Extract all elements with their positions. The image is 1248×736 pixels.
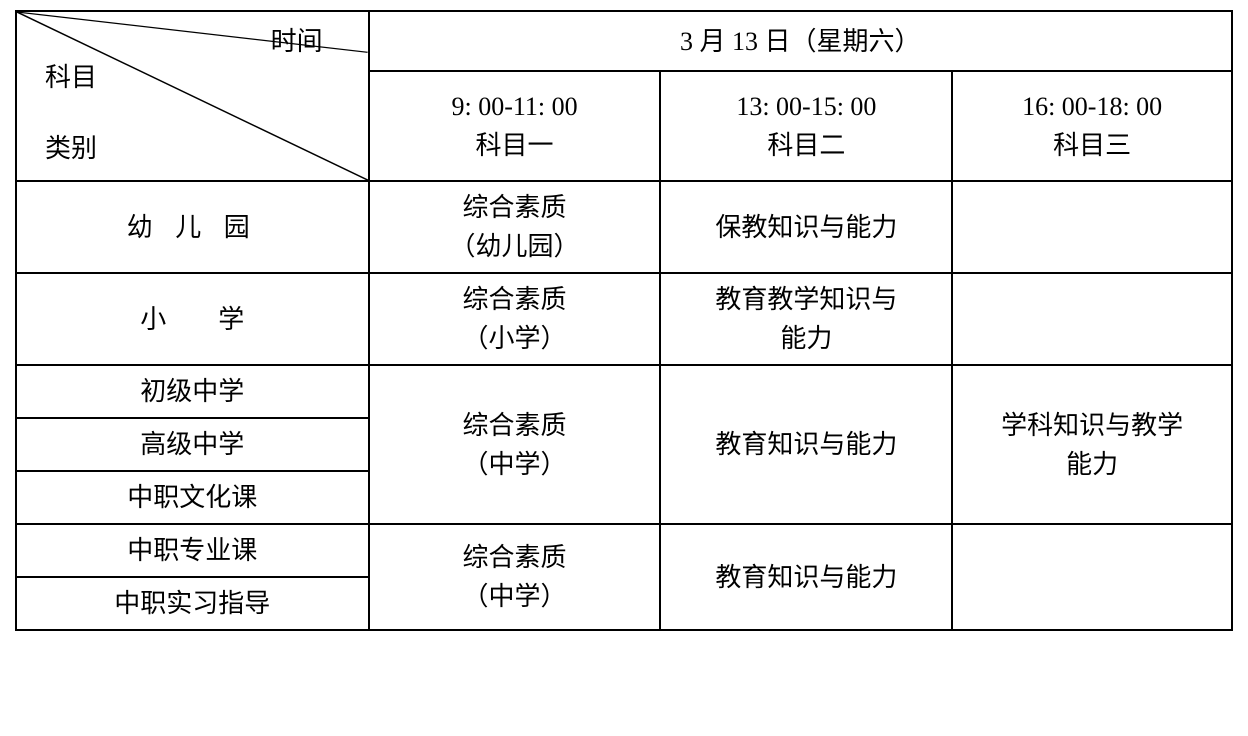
r1-s3: [952, 181, 1232, 273]
r2-s3: [952, 273, 1232, 365]
header-label-category: 类别: [45, 129, 97, 168]
header-slot-1: 9: 00-11: 00 科目一: [369, 71, 661, 181]
header-diagonal-cell: 时间 科目 类别: [16, 11, 369, 181]
mid-s2: 教育知识与能力: [660, 365, 952, 524]
slot3-name: 科目三: [957, 126, 1227, 165]
exam-schedule-table: 时间 科目 类别 3 月 13 日（星期六） 9: 00-11: 00 科目一 …: [15, 10, 1233, 631]
r1-s1: 综合素质 （幼儿园）: [369, 181, 661, 273]
category-primary: 小 学: [16, 273, 369, 365]
header-label-subject: 科目: [45, 58, 97, 97]
slot3-time: 16: 00-18: 00: [957, 87, 1227, 126]
mid-s1: 综合素质 （中学）: [369, 365, 661, 524]
bot-s2: 教育知识与能力: [660, 524, 952, 630]
category-vocational-major: 中职专业课: [16, 524, 369, 577]
slot1-time: 9: 00-11: 00: [374, 87, 656, 126]
slot2-name: 科目二: [665, 126, 947, 165]
header-label-time: 时间: [271, 22, 323, 61]
r1-s2: 保教知识与能力: [660, 181, 952, 273]
header-slot-3: 16: 00-18: 00 科目三: [952, 71, 1232, 181]
r2-s1: 综合素质 （小学）: [369, 273, 661, 365]
category-vocational-culture: 中职文化课: [16, 471, 369, 524]
category-vocational-intern: 中职实习指导: [16, 577, 369, 630]
category-kindergarten: 幼 儿 园: [16, 181, 369, 273]
category-senior-middle: 高级中学: [16, 418, 369, 471]
slot1-name: 科目一: [374, 126, 656, 165]
slot2-time: 13: 00-15: 00: [665, 87, 947, 126]
bot-s3: [952, 524, 1232, 630]
mid-s3: 学科知识与教学 能力: [952, 365, 1232, 524]
header-slot-2: 13: 00-15: 00 科目二: [660, 71, 952, 181]
r2-s2: 教育教学知识与 能力: [660, 273, 952, 365]
header-date: 3 月 13 日（星期六）: [369, 11, 1232, 71]
bot-s1: 综合素质 （中学）: [369, 524, 661, 630]
category-junior-middle: 初级中学: [16, 365, 369, 418]
